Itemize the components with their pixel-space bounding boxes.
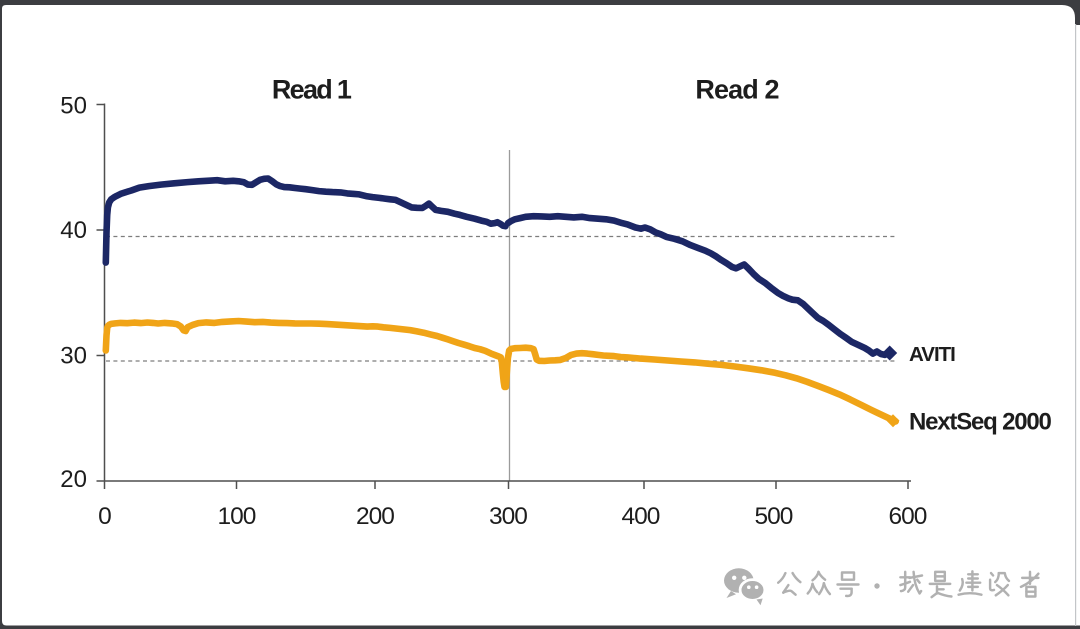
svg-text:200: 200 — [356, 503, 394, 530]
svg-text:0: 0 — [98, 503, 111, 530]
svg-text:Read 1: Read 1 — [272, 75, 352, 105]
svg-text:NextSeq 2000: NextSeq 2000 — [909, 409, 1052, 436]
svg-text:100: 100 — [218, 503, 256, 530]
svg-text:400: 400 — [622, 503, 660, 530]
svg-text:300: 300 — [489, 503, 527, 530]
svg-text:40: 40 — [60, 217, 87, 244]
svg-text:Read 2: Read 2 — [695, 75, 778, 105]
svg-text:20: 20 — [60, 466, 87, 493]
svg-text:50: 50 — [60, 93, 87, 120]
svg-text:30: 30 — [60, 343, 87, 370]
svg-text:600: 600 — [889, 503, 927, 530]
svg-text:500: 500 — [755, 503, 793, 530]
svg-text:AVITI: AVITI — [909, 343, 955, 366]
